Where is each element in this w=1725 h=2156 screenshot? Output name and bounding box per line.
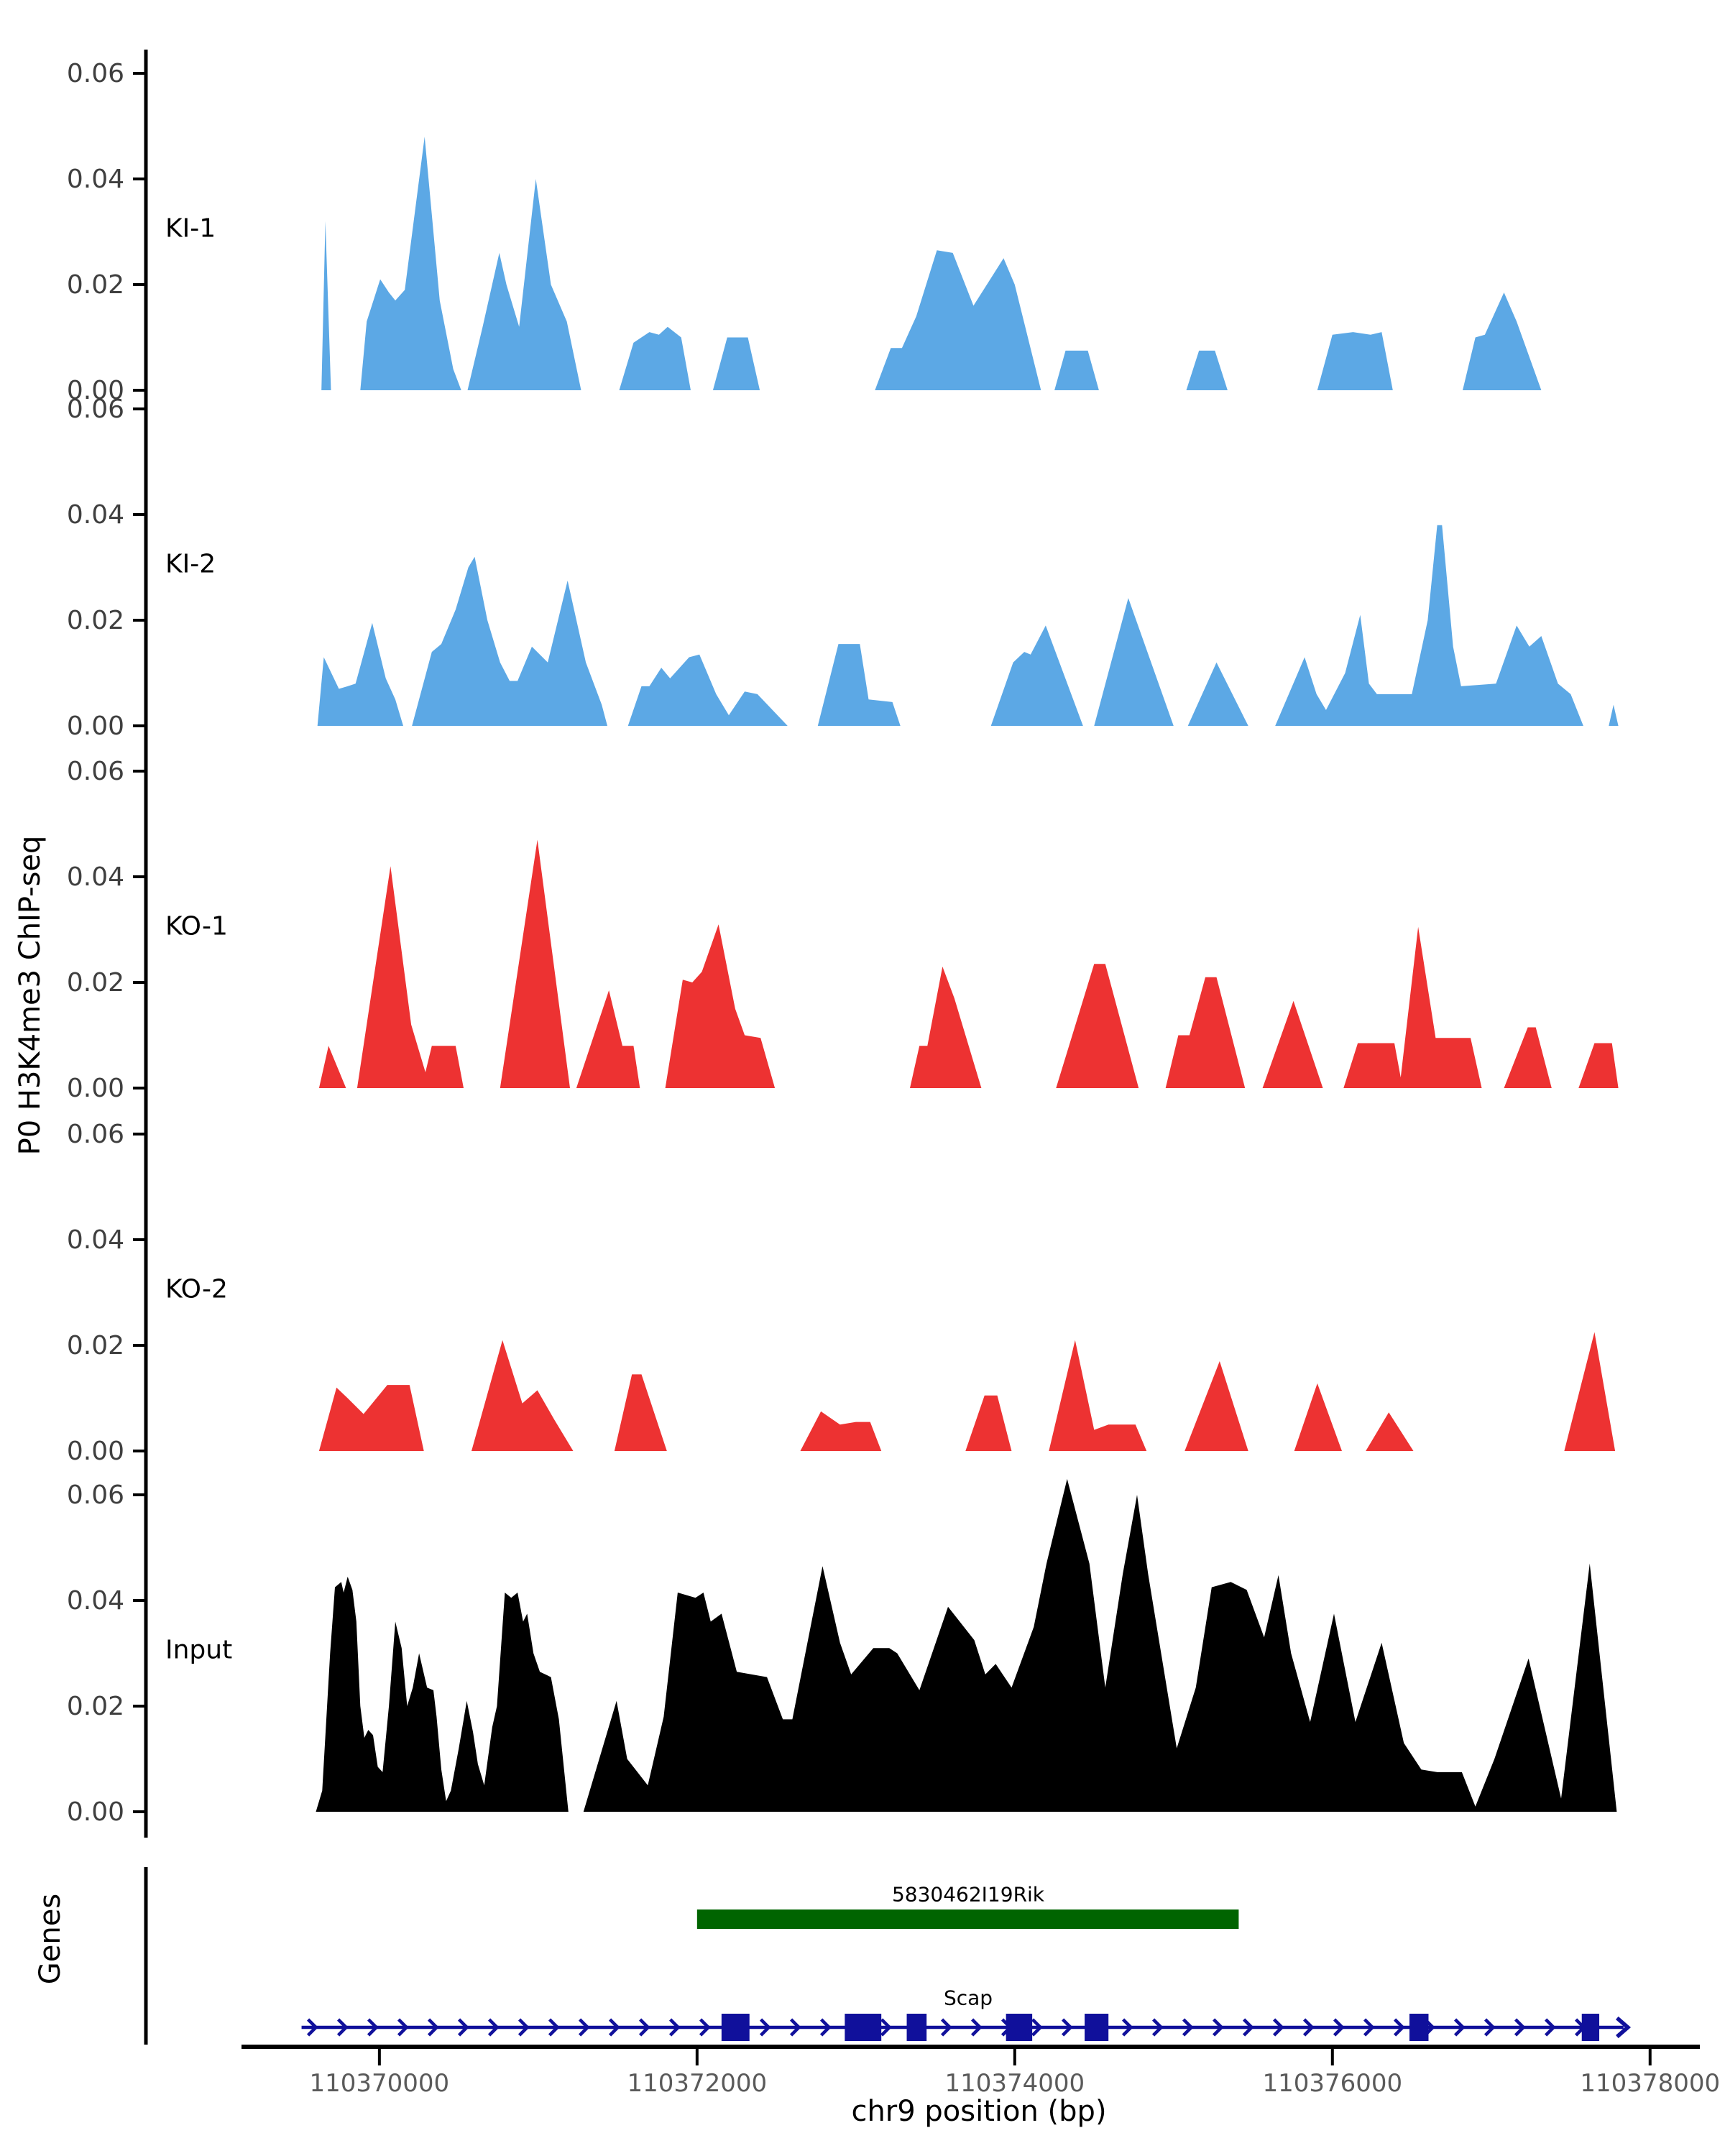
- y-tick-label-KI-2: 0.02: [67, 606, 124, 635]
- y-tick-label-Input: 0.06: [67, 1480, 124, 1510]
- y-tick-label-KI-2: 0.04: [67, 500, 124, 530]
- x-tick-label: 110372000: [627, 2069, 767, 2098]
- exon-box-scap: [906, 2014, 927, 2041]
- strand-arrow-icon: [1333, 2018, 1345, 2037]
- y-tick-label-KO-1: 0.00: [67, 1074, 124, 1103]
- strand-arrow-icon: [940, 2018, 952, 2037]
- exon-box-scap: [721, 2014, 750, 2041]
- x-tick-label: 110370000: [310, 2069, 450, 2098]
- strand-arrow-icon: [367, 2018, 379, 2037]
- strand-arrow-icon: [1453, 2018, 1466, 2037]
- y-tick-label-KO-2: 0.00: [67, 1437, 124, 1466]
- y-tick-label-KI-1: 0.06: [67, 59, 124, 88]
- strand-arrow-icon: [699, 2018, 711, 2037]
- coverage-area-KI-2: [317, 525, 1619, 726]
- strand-arrow-icon: [306, 2018, 318, 2037]
- coverage-area-KO-2: [318, 1332, 1616, 1451]
- strand-arrow-icon: [336, 2018, 349, 2037]
- strand-arrow-icon: [789, 2018, 801, 2037]
- y-tick-label-KI-1: 0.04: [67, 165, 124, 194]
- strand-arrow-icon: [457, 2018, 469, 2037]
- coverage-area-KI-1: [321, 137, 1542, 390]
- strand-arrow-icon: [1484, 2018, 1496, 2037]
- y-tick-label-KO-1: 0.02: [67, 968, 124, 998]
- exon-box-scap: [1409, 2014, 1429, 2041]
- track-label-input: Input: [165, 1635, 233, 1665]
- strand-arrow-icon: [1514, 2018, 1526, 2037]
- strand-arrow-icon: [1031, 2018, 1043, 2037]
- strand-arrow-icon: [638, 2018, 650, 2037]
- strand-arrow-icon: [1544, 2018, 1556, 2037]
- strand-arrow-icon: [668, 2018, 681, 2037]
- y-tick-label-KI-1: 0.00: [67, 376, 124, 405]
- strand-arrow-icon: [1302, 2018, 1315, 2037]
- y-tick-label-KO-1: 0.06: [67, 757, 124, 786]
- exon-box-scap: [1085, 2014, 1109, 2041]
- y-tick-label-KO-2: 0.02: [67, 1331, 124, 1360]
- coverage-area-Input: [316, 1478, 1617, 1812]
- exon-box-scap: [845, 2014, 882, 2041]
- strand-arrow-icon: [1151, 2018, 1164, 2037]
- strand-arrow-icon: [819, 2018, 832, 2037]
- strand-arrow-icon: [1182, 2018, 1194, 2037]
- genes-axis-title: Genes: [34, 1893, 67, 1985]
- gene-body-5830462I19Rik: [696, 1909, 1239, 1929]
- gene-label-scap: Scap: [943, 1986, 993, 2010]
- x-tick-label: 110376000: [1262, 2069, 1402, 2098]
- strand-arrow-icon: [427, 2018, 439, 2037]
- strand-arrow-icon: [608, 2018, 620, 2037]
- strand-arrow-icon: [518, 2018, 530, 2037]
- strand-arrow-icon: [970, 2018, 983, 2037]
- y-tick-label-KO-1: 0.04: [67, 862, 124, 892]
- strand-arrow-icon: [487, 2018, 500, 2037]
- strand-arrow-icon: [1393, 2018, 1405, 2037]
- strand-arrow-icon: [1121, 2018, 1133, 2037]
- x-tick-label: 110378000: [1580, 2069, 1720, 2098]
- y-tick-label-KI-2: 0.06: [67, 395, 124, 424]
- strand-arrow-icon: [578, 2018, 590, 2037]
- x-axis-title: chr9 position (bp): [851, 2095, 1107, 2128]
- strand-arrow-icon: [1242, 2018, 1254, 2037]
- strand-arrow-icon: [1061, 2018, 1073, 2037]
- track-label-ki2: KI-2: [165, 549, 216, 579]
- strand-arrow-icon: [1272, 2018, 1284, 2037]
- strand-arrow-icon: [759, 2018, 771, 2037]
- coverage-area-KO-1: [318, 839, 1619, 1088]
- track-label-ki1: KI-1: [165, 213, 216, 244]
- y-tick-label-Input: 0.02: [67, 1692, 124, 1721]
- exon-box-scap: [1006, 2014, 1033, 2041]
- y-tick-label-KI-2: 0.00: [67, 711, 124, 741]
- gene-label-5830462I19Rik: 5830462I19Rik: [891, 1882, 1045, 1907]
- y-tick-label-KO-2: 0.06: [67, 1120, 124, 1149]
- exon-box-scap: [1581, 2014, 1600, 2041]
- y-tick-label-KO-2: 0.04: [67, 1225, 124, 1255]
- strand-arrow-icon: [880, 2018, 892, 2037]
- y-axis-title: P0 H3K4me3 ChIP-seq: [14, 835, 47, 1156]
- strand-arrow-icon: [1363, 2018, 1375, 2037]
- track-label-ko2: KO-2: [165, 1274, 228, 1304]
- strand-arrow-icon: [548, 2018, 560, 2037]
- y-tick-label-KI-1: 0.02: [67, 270, 124, 300]
- x-tick-label: 110374000: [944, 2069, 1085, 2098]
- strand-arrow-icon: [397, 2018, 409, 2037]
- gene-end-arrow-icon: [1616, 2016, 1632, 2039]
- track-label-ko1: KO-1: [165, 911, 228, 941]
- y-tick-label-Input: 0.00: [67, 1797, 124, 1827]
- strand-arrow-icon: [1212, 2018, 1224, 2037]
- y-tick-label-Input: 0.04: [67, 1586, 124, 1616]
